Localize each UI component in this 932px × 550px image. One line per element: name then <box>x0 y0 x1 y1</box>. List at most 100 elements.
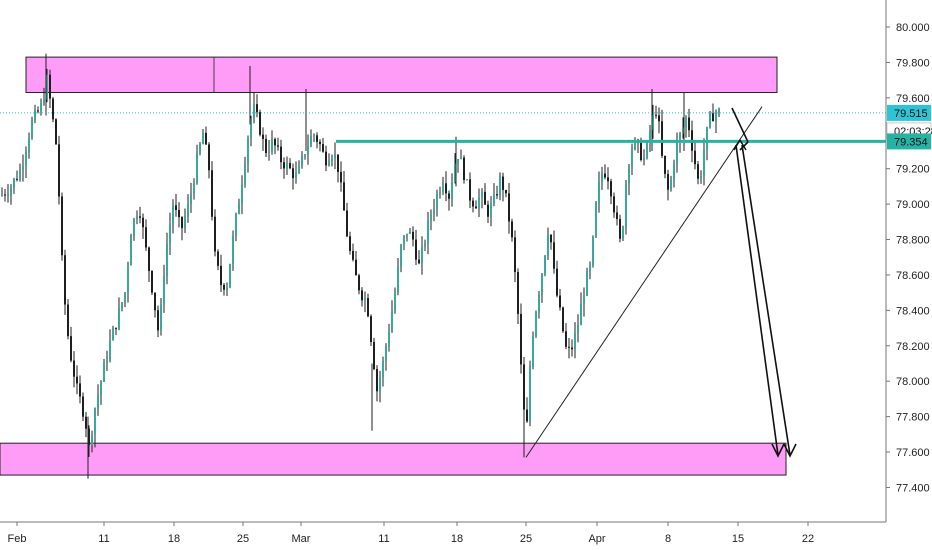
candle-body <box>403 235 405 246</box>
candle-body <box>214 216 216 252</box>
candle-body <box>10 187 12 196</box>
candle-body <box>655 114 657 116</box>
candle-body <box>373 341 375 369</box>
candle-body <box>103 362 105 382</box>
candle-body <box>448 193 450 199</box>
projection-down-arrow-2[interactable] <box>741 144 791 456</box>
candle-body <box>469 179 471 201</box>
candle-body <box>646 142 648 158</box>
candle-body <box>466 179 468 181</box>
candle-body <box>346 210 348 237</box>
candle-body <box>391 310 393 332</box>
candle-body <box>682 127 684 134</box>
candle-body <box>589 264 591 272</box>
candle-body <box>154 292 156 311</box>
level-price-tag[interactable]: 79.354 <box>887 133 931 150</box>
candle-body <box>496 194 498 196</box>
candle-body <box>292 168 294 179</box>
candle-body <box>697 164 699 179</box>
candle-body <box>442 183 444 193</box>
candle-body <box>667 173 669 190</box>
candle-body <box>31 120 33 138</box>
candle-body <box>439 192 441 194</box>
candle-body <box>25 151 27 167</box>
candle-body <box>532 335 534 367</box>
candle-body <box>169 224 171 244</box>
candle-body <box>121 302 123 308</box>
time-axis[interactable] <box>0 522 886 550</box>
candle-body <box>463 157 465 180</box>
candle-body <box>112 327 114 341</box>
arrowhead-icon <box>771 443 785 458</box>
candle-body <box>382 361 384 378</box>
candle-body <box>16 178 18 180</box>
candle-body <box>208 144 210 171</box>
candle-body <box>40 102 42 112</box>
current-price-tag-label: 79.515 <box>894 108 928 120</box>
candle-body <box>718 108 720 114</box>
candle-body <box>217 251 219 266</box>
x-tick-label: 18 <box>451 533 463 545</box>
candle-body <box>616 212 618 220</box>
candle-body <box>328 160 330 166</box>
candle-body <box>85 416 87 429</box>
candle-body <box>238 203 240 214</box>
arrowhead-icon <box>733 138 747 151</box>
candle-body <box>487 204 489 217</box>
candle-body <box>289 163 291 169</box>
candle-body <box>52 98 54 120</box>
candle-body <box>184 216 186 229</box>
candle-body <box>376 368 378 392</box>
x-tick-label: 18 <box>168 533 180 545</box>
price-axis[interactable] <box>886 0 932 550</box>
candle-body <box>322 144 324 152</box>
candle-body <box>574 333 576 350</box>
candle-body <box>79 383 81 397</box>
candle-body <box>196 152 198 183</box>
candle-body <box>604 173 606 178</box>
projection-up-stroke[interactable] <box>731 107 749 143</box>
candle-body <box>4 194 6 196</box>
candle-body <box>526 409 528 422</box>
projection-down-arrow[interactable] <box>735 144 779 456</box>
candle-body <box>397 266 399 293</box>
current-price-tag[interactable]: 79.515 <box>887 104 931 121</box>
candle-body <box>310 136 312 147</box>
candle-body <box>265 138 267 154</box>
candle-body <box>319 141 321 145</box>
candle-body <box>451 182 453 199</box>
candle-body <box>247 138 249 164</box>
candle-body <box>367 298 369 317</box>
x-tick-label: 25 <box>520 533 532 545</box>
candle-body <box>445 183 447 194</box>
candle-body <box>523 364 525 410</box>
candle-body <box>595 202 597 237</box>
resistance-zone[interactable] <box>25 56 778 94</box>
candle-body <box>640 142 642 161</box>
candle-body <box>199 144 201 153</box>
candle-body <box>517 272 519 314</box>
candle-body <box>457 159 459 164</box>
candle-body <box>127 265 129 293</box>
candle-body <box>421 246 423 264</box>
candle-body <box>547 234 549 256</box>
candle-body <box>148 247 150 272</box>
candle-body <box>229 264 231 288</box>
support-zone[interactable] <box>0 442 787 476</box>
candle-body <box>610 181 612 197</box>
candle-body <box>325 151 327 166</box>
candle-body <box>205 132 207 145</box>
candle-body <box>256 104 258 113</box>
candle-body <box>658 115 660 122</box>
candle-body <box>544 255 546 275</box>
candle-body <box>22 166 24 170</box>
candle-body <box>628 166 630 184</box>
y-tick-label: 78.200 <box>896 341 930 353</box>
candle-body <box>538 294 540 313</box>
y-tick-label: 77.600 <box>896 447 930 459</box>
ascending-trendline[interactable] <box>525 106 763 458</box>
candle-body <box>571 347 573 350</box>
candle-body <box>499 176 501 196</box>
candle-body <box>700 176 702 179</box>
